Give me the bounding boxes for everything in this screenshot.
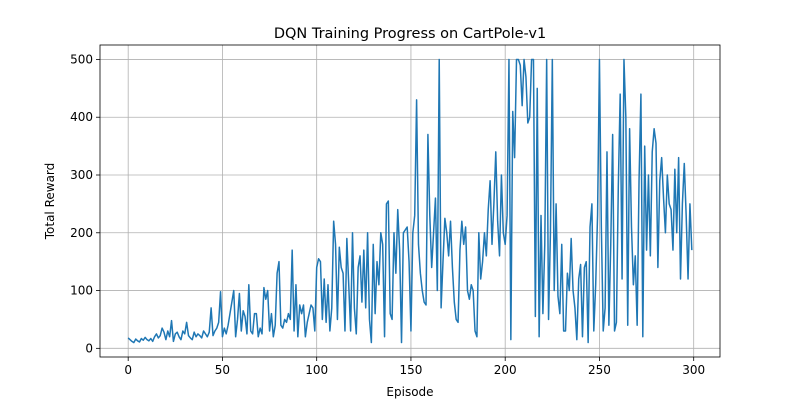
chart-title: DQN Training Progress on CartPole-v1 — [274, 26, 546, 42]
x-tick-label: 0 — [124, 363, 132, 377]
y-tick-label: 300 — [70, 168, 93, 182]
plot-frame — [99, 44, 721, 358]
y-tick-label: 100 — [70, 284, 93, 298]
x-tick-label: 200 — [494, 363, 517, 377]
line-series — [127, 58, 693, 344]
y-tick-label: 0 — [85, 341, 93, 355]
y-axis-label: Total Reward — [43, 163, 57, 241]
x-axis-label: Episode — [386, 385, 433, 399]
x-tick-label: 300 — [682, 363, 705, 377]
x-tick-label: 250 — [588, 363, 611, 377]
y-tick-label: 200 — [70, 226, 93, 240]
x-tick-label: 50 — [215, 363, 230, 377]
y-tick-label: 400 — [70, 110, 93, 124]
y-tick-label: 500 — [70, 52, 93, 66]
x-tick-label: 150 — [399, 363, 422, 377]
x-tick-label: 100 — [305, 363, 328, 377]
